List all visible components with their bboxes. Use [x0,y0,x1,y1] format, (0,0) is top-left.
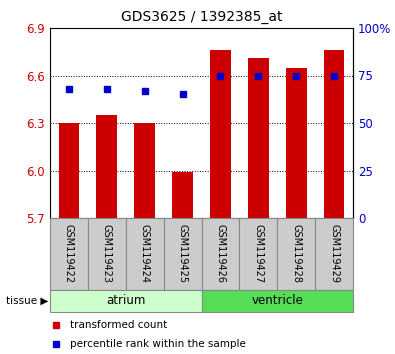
Bar [164,218,201,290]
Bar [58,123,79,218]
Text: ventricle: ventricle [251,295,303,308]
Bar [315,218,353,290]
Bar [324,50,344,218]
Bar [286,68,307,218]
Text: GSM119425: GSM119425 [178,224,188,283]
Bar [134,123,155,218]
Text: GSM119427: GSM119427 [253,224,263,283]
Bar [50,290,201,312]
Bar [88,218,126,290]
Bar [126,218,164,290]
Bar [172,172,193,218]
Bar [201,290,353,312]
Text: transformed count: transformed count [70,320,167,330]
Bar [248,58,269,218]
Text: GSM119429: GSM119429 [329,224,339,283]
Text: percentile rank within the sample: percentile rank within the sample [70,339,246,349]
Bar [210,50,231,218]
Text: GSM119423: GSM119423 [102,224,112,283]
Text: GSM119424: GSM119424 [140,224,150,283]
Bar [239,218,277,290]
Text: GSM119422: GSM119422 [64,224,74,283]
Bar [96,115,117,218]
Text: GSM119426: GSM119426 [215,224,226,283]
Text: tissue ▶: tissue ▶ [6,296,48,306]
Title: GDS3625 / 1392385_at: GDS3625 / 1392385_at [121,10,282,24]
Text: atrium: atrium [106,295,145,308]
Bar [50,218,88,290]
Bar [277,218,315,290]
Bar [201,218,239,290]
Text: GSM119428: GSM119428 [291,224,301,283]
